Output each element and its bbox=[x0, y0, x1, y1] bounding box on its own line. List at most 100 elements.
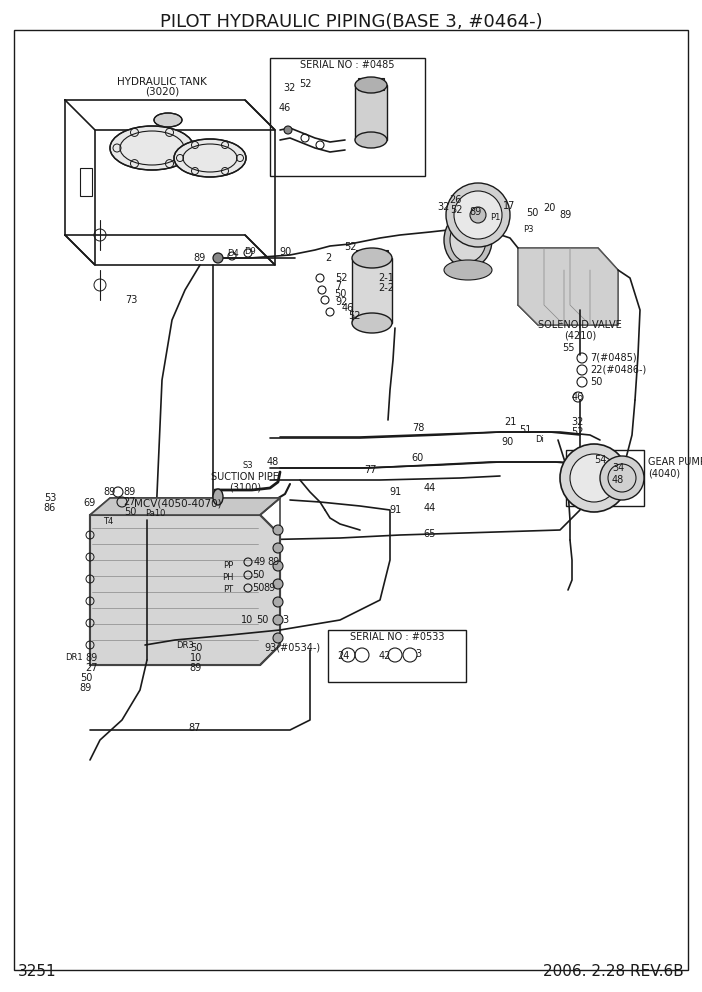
Text: 49: 49 bbox=[254, 557, 266, 567]
Text: 89: 89 bbox=[267, 557, 279, 567]
Text: 65: 65 bbox=[424, 529, 436, 539]
Text: SERIAL NO : #0485: SERIAL NO : #0485 bbox=[300, 60, 395, 70]
Text: 50: 50 bbox=[590, 377, 602, 387]
Text: (4040): (4040) bbox=[648, 469, 680, 479]
Polygon shape bbox=[518, 248, 618, 325]
Text: 86: 86 bbox=[44, 503, 56, 513]
Circle shape bbox=[454, 191, 502, 239]
Text: 46: 46 bbox=[279, 103, 291, 113]
Ellipse shape bbox=[355, 132, 387, 148]
Text: SERIAL NO : #0533: SERIAL NO : #0533 bbox=[350, 632, 444, 642]
Bar bbox=[358, 78, 384, 90]
Ellipse shape bbox=[444, 212, 492, 268]
Text: 44: 44 bbox=[424, 503, 436, 513]
Text: 89: 89 bbox=[559, 210, 571, 220]
Text: 27: 27 bbox=[124, 497, 136, 507]
Text: 77: 77 bbox=[364, 465, 376, 475]
Text: 52: 52 bbox=[450, 205, 462, 215]
Text: 21: 21 bbox=[504, 417, 516, 427]
Bar bbox=[470, 186, 486, 206]
Text: Pa10: Pa10 bbox=[145, 510, 165, 519]
Text: 7(#0485): 7(#0485) bbox=[590, 353, 637, 363]
Ellipse shape bbox=[174, 139, 246, 177]
Text: SUCTION PIPE: SUCTION PIPE bbox=[211, 472, 279, 482]
Text: 20: 20 bbox=[543, 203, 555, 213]
Text: D9: D9 bbox=[244, 246, 256, 256]
Bar bbox=[566, 450, 644, 506]
Text: D4: D4 bbox=[227, 249, 239, 258]
Text: 50: 50 bbox=[80, 673, 92, 683]
Text: 24: 24 bbox=[338, 651, 350, 661]
Bar bbox=[356, 250, 388, 262]
Text: 73: 73 bbox=[125, 295, 137, 305]
Text: 52: 52 bbox=[336, 273, 348, 283]
Text: PT: PT bbox=[223, 584, 233, 593]
Text: 7: 7 bbox=[335, 281, 341, 291]
Text: 17: 17 bbox=[503, 201, 515, 211]
Text: 50: 50 bbox=[334, 289, 346, 299]
Text: S3: S3 bbox=[243, 460, 253, 469]
Ellipse shape bbox=[110, 126, 194, 170]
Text: PILOT HYDRAULIC PIPING(BASE 3, #0464-): PILOT HYDRAULIC PIPING(BASE 3, #0464-) bbox=[159, 13, 543, 31]
Text: 52: 52 bbox=[571, 427, 583, 437]
Text: 52: 52 bbox=[347, 311, 360, 321]
Text: 51: 51 bbox=[519, 425, 531, 435]
Ellipse shape bbox=[213, 489, 223, 505]
Text: 50: 50 bbox=[252, 583, 264, 593]
Text: 54: 54 bbox=[594, 455, 607, 465]
Bar bbox=[352, 258, 392, 323]
Text: 50: 50 bbox=[190, 643, 202, 653]
Text: 46: 46 bbox=[572, 392, 584, 402]
Text: P1: P1 bbox=[490, 213, 501, 222]
Text: 3: 3 bbox=[282, 615, 288, 625]
Circle shape bbox=[273, 561, 283, 571]
Text: 93(#0534-): 93(#0534-) bbox=[264, 643, 320, 653]
Text: 78: 78 bbox=[412, 423, 424, 433]
Text: 32: 32 bbox=[571, 417, 583, 427]
Text: 2: 2 bbox=[325, 253, 331, 263]
Text: Di: Di bbox=[536, 435, 545, 444]
Text: P3: P3 bbox=[523, 224, 534, 233]
Text: 90: 90 bbox=[279, 247, 291, 257]
Circle shape bbox=[273, 615, 283, 625]
Text: GEAR PUMP: GEAR PUMP bbox=[648, 457, 702, 467]
Bar bbox=[355, 85, 387, 140]
Text: 89: 89 bbox=[80, 683, 92, 693]
Circle shape bbox=[273, 597, 283, 607]
Text: 89: 89 bbox=[104, 487, 116, 497]
Ellipse shape bbox=[444, 260, 492, 280]
Bar bbox=[328, 630, 466, 682]
Text: 44: 44 bbox=[424, 483, 436, 493]
Circle shape bbox=[273, 543, 283, 553]
Circle shape bbox=[470, 207, 486, 223]
Ellipse shape bbox=[352, 313, 392, 333]
Circle shape bbox=[273, 633, 283, 643]
Text: 90: 90 bbox=[501, 437, 513, 447]
Text: 89: 89 bbox=[264, 583, 276, 593]
Circle shape bbox=[273, 525, 283, 535]
Text: 50: 50 bbox=[252, 570, 264, 580]
Text: 46: 46 bbox=[342, 303, 354, 313]
Text: 2-1: 2-1 bbox=[378, 273, 394, 283]
Text: 53: 53 bbox=[44, 493, 56, 503]
Text: 2006. 2.28 REV.6B: 2006. 2.28 REV.6B bbox=[543, 964, 684, 979]
Ellipse shape bbox=[355, 77, 387, 93]
Text: 91: 91 bbox=[389, 487, 401, 497]
Text: 52: 52 bbox=[344, 242, 356, 252]
Polygon shape bbox=[90, 515, 280, 665]
Text: 89: 89 bbox=[469, 207, 481, 217]
Circle shape bbox=[560, 444, 628, 512]
Text: 2-2: 2-2 bbox=[378, 283, 394, 293]
Text: 50: 50 bbox=[526, 208, 538, 218]
Text: PH: PH bbox=[223, 572, 234, 581]
Text: 48: 48 bbox=[267, 457, 279, 467]
Text: 89: 89 bbox=[86, 653, 98, 663]
Text: 10: 10 bbox=[241, 615, 253, 625]
Circle shape bbox=[446, 183, 510, 247]
Text: 3: 3 bbox=[415, 649, 421, 659]
Text: 3251: 3251 bbox=[18, 964, 57, 979]
Text: SOLENOID VALVE: SOLENOID VALVE bbox=[538, 320, 622, 330]
Circle shape bbox=[213, 253, 223, 263]
Circle shape bbox=[570, 454, 618, 502]
Bar bbox=[80, 168, 92, 196]
